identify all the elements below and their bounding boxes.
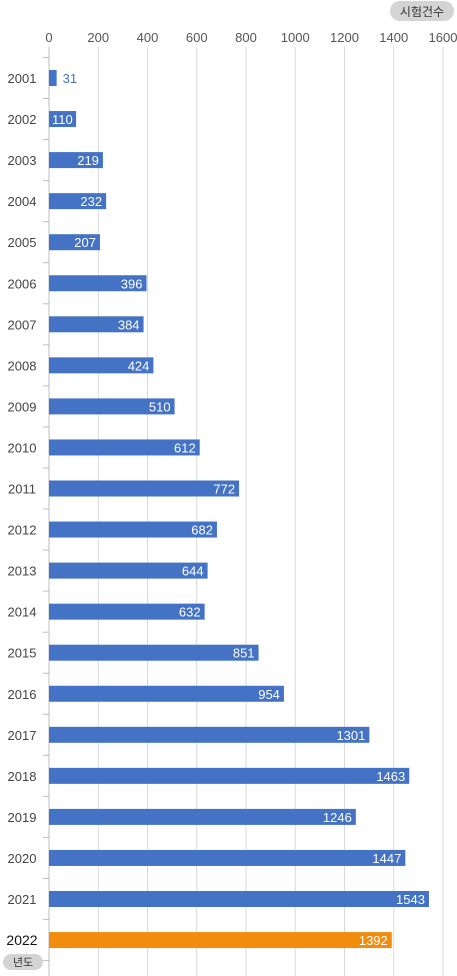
- year-badge-label: 년도: [13, 956, 33, 969]
- value-label-2010: 612: [174, 440, 196, 455]
- year-label-2012: 2012: [8, 523, 37, 538]
- value-label-2009: 510: [149, 399, 171, 414]
- value-label-2022: 1392: [359, 933, 388, 948]
- year-label-2003: 2003: [8, 153, 37, 168]
- year-label-2019: 2019: [8, 810, 37, 825]
- year-label-2011: 2011: [8, 482, 36, 497]
- bar-2018: [49, 767, 410, 784]
- bar-2007: [49, 316, 144, 333]
- value-label-2012: 682: [191, 523, 213, 538]
- x-axis: 0 200 400 600 800 1000 1200 1400 1600: [45, 30, 457, 45]
- year-label-2007: 2007: [8, 317, 37, 332]
- bar-2014: [49, 603, 205, 620]
- year-badge-bg: [3, 954, 43, 970]
- year-labels: 2001 2002 2003 2004 2005 2006 2007 2008 2009 2010…: [6, 71, 37, 948]
- x-tick-label: 600: [186, 30, 208, 45]
- bar-2006: [49, 275, 147, 292]
- value-label-2016: 954: [258, 687, 280, 702]
- bar-2008: [49, 357, 154, 374]
- value-label-2013: 644: [182, 564, 204, 579]
- bar-2021: [49, 891, 429, 907]
- x-tick-label: 1000: [281, 30, 310, 45]
- bar-2015: [49, 644, 259, 661]
- value-label-2003: 219: [77, 153, 99, 168]
- count-badge-bg: [390, 1, 454, 21]
- bar-2013: [49, 562, 208, 579]
- bar-2017: [49, 726, 370, 743]
- x-tick-label: 1400: [379, 30, 408, 45]
- year-label-2017: 2017: [8, 728, 37, 743]
- x-tick-label: 200: [87, 30, 109, 45]
- year-label-2008: 2008: [8, 358, 37, 373]
- bar-2016: [49, 685, 284, 702]
- year-label-2005: 2005: [8, 235, 37, 250]
- value-label-2006: 396: [121, 276, 143, 291]
- value-label-2015: 851: [233, 646, 255, 661]
- value-label-2019: 1246: [323, 810, 352, 825]
- x-tick-label: 0: [45, 30, 52, 45]
- bar-2005: [49, 234, 100, 251]
- x-tick-label: 1600: [429, 30, 457, 45]
- year-label-2015: 2015: [8, 646, 37, 661]
- year-label-2009: 2009: [8, 399, 37, 414]
- x-tick-label: 1200: [330, 30, 359, 45]
- bar-2003: [49, 152, 103, 169]
- year-label-2014: 2014: [8, 605, 37, 620]
- year-badge: 년도: [3, 954, 43, 970]
- value-label-2005: 207: [74, 235, 96, 250]
- bar-2012: [49, 521, 217, 538]
- x-tick-label: 400: [137, 30, 159, 45]
- value-label-2002: 110: [52, 112, 73, 127]
- count-badge: 시험건수: [390, 1, 454, 21]
- bar-2009: [49, 398, 175, 415]
- bar-2010: [49, 439, 200, 456]
- grid-lines: [43, 47, 444, 976]
- value-label-2020: 1447: [372, 851, 401, 866]
- value-label-2017: 1301: [336, 728, 365, 743]
- bar-2001: [49, 70, 57, 86]
- bar-2022: [49, 932, 392, 949]
- value-label-2001: 31: [63, 71, 77, 86]
- bar-2020: [49, 849, 406, 866]
- year-label-2013: 2013: [8, 564, 37, 579]
- value-label-2018: 1463: [376, 769, 405, 784]
- bar-2019: [49, 808, 356, 825]
- bar-2002: [49, 111, 77, 128]
- value-label-2014: 632: [179, 605, 201, 620]
- year-label-2002: 2002: [8, 112, 37, 127]
- value-label-2008: 424: [128, 358, 150, 373]
- year-label-2020: 2020: [8, 851, 37, 866]
- year-label-2010: 2010: [8, 440, 37, 455]
- value-label-2007: 384: [118, 317, 140, 332]
- year-label-2006: 2006: [8, 276, 37, 291]
- value-label-2011: 772: [213, 482, 235, 497]
- x-tick-label: 800: [235, 30, 257, 45]
- value-label-2021: 1543: [396, 892, 425, 907]
- count-badge-label: 시험건수: [400, 5, 444, 19]
- value-label-2004: 232: [80, 194, 102, 209]
- bar-2011: [49, 480, 240, 497]
- year-label-2004: 2004: [8, 194, 37, 209]
- year-label-2001: 2001: [8, 71, 37, 86]
- bar-2004: [49, 193, 107, 210]
- year-label-2018: 2018: [8, 769, 37, 784]
- year-label-2016: 2016: [8, 687, 37, 702]
- year-label-2021: 2021: [8, 892, 37, 907]
- bars: 31 110 219 232 207 396 384 424 510 612 772 682 644 63…: [49, 70, 429, 949]
- year-label-2022: 2022: [6, 932, 37, 948]
